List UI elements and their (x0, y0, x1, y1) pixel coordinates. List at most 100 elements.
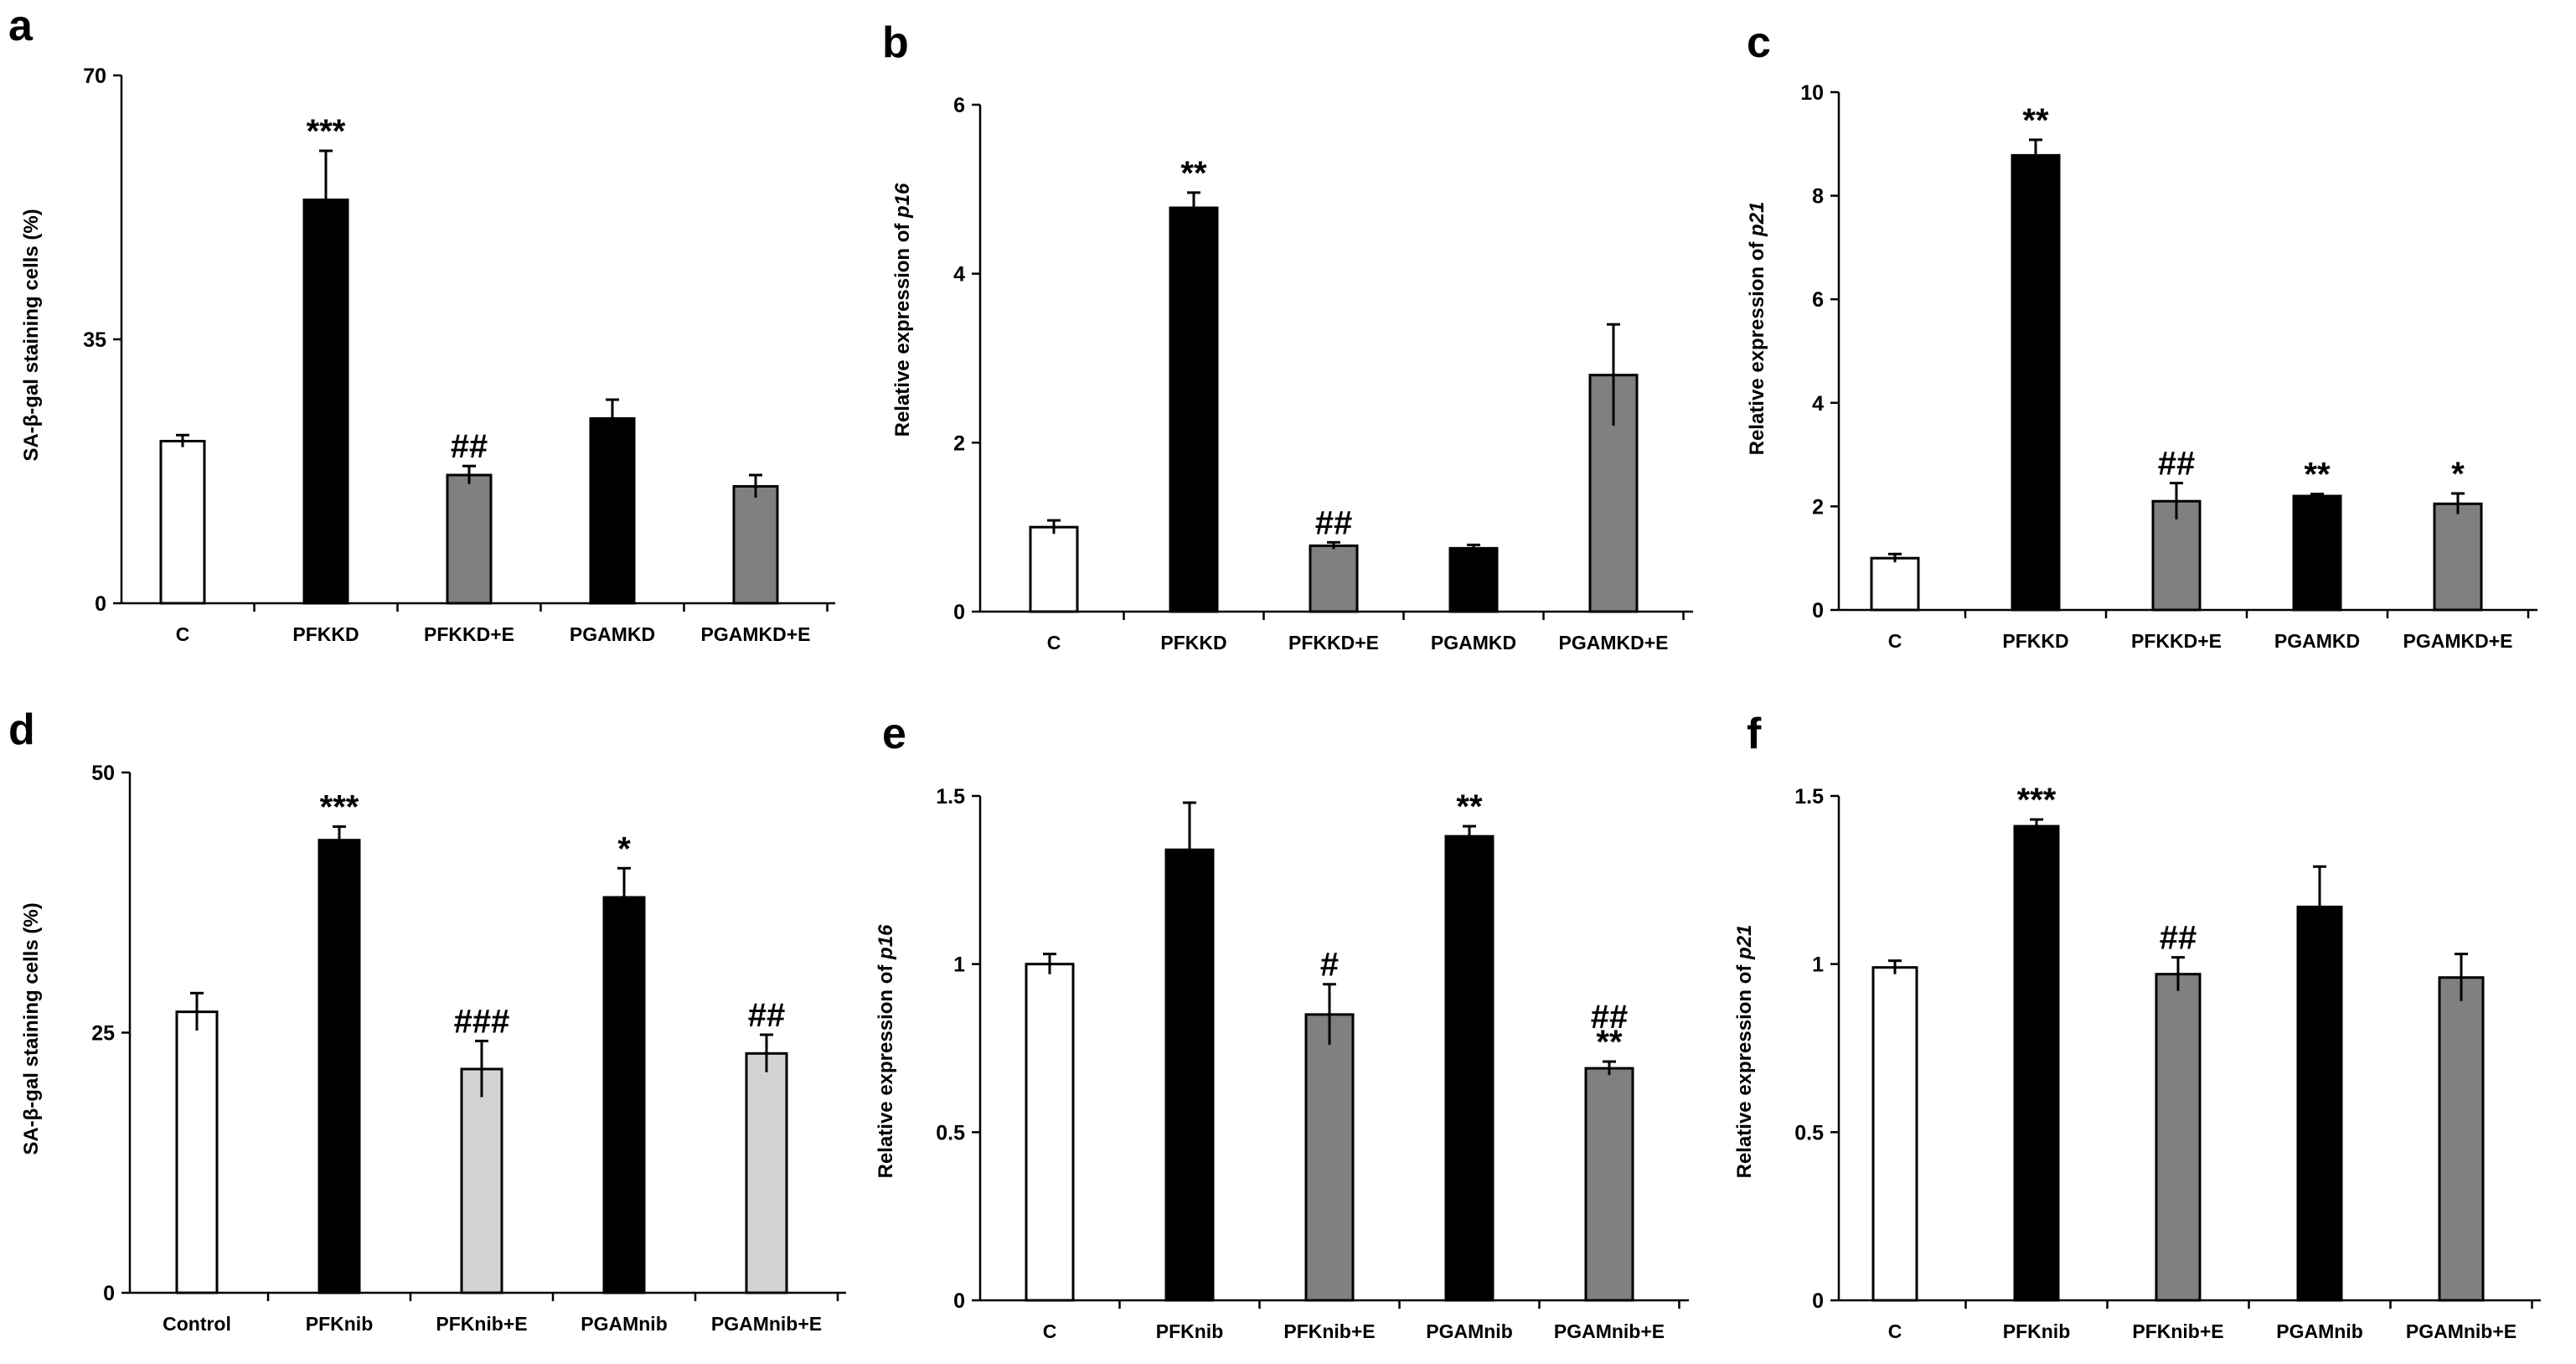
y-tick-label-f: 1 (1812, 953, 1824, 977)
y-axis-title-b-gene: p16 (891, 183, 914, 219)
category-label-c-5: PGAMKD+E (2403, 630, 2513, 652)
bar-a-1 (159, 440, 206, 605)
category-label-e-1: C (1043, 1320, 1057, 1342)
y-axis-title-b-text: Relative expression of (891, 218, 914, 437)
bar-f-5 (2438, 976, 2485, 1302)
bar-c-5 (2433, 502, 2483, 612)
bar-a-2 (302, 199, 349, 605)
category-label-f-1: C (1888, 1320, 1902, 1342)
y-tick-label-b: 4 (953, 263, 965, 287)
y-axis-title-f-text: Relative expression of (1733, 959, 1756, 1178)
bar-c-1 (1870, 556, 1920, 612)
bar-c-4 (2292, 494, 2342, 612)
category-label-b-3: PFKKD+E (1288, 632, 1379, 654)
y-tick-label-a: 0 (95, 592, 106, 616)
panel-label-c: c (1747, 18, 1771, 67)
y-axis-title-e-text: Relative expression of (875, 959, 897, 1178)
bar-e-1 (1025, 963, 1075, 1302)
significance-a-2: *** (307, 113, 346, 150)
panel-label-f: f (1747, 710, 1762, 758)
bar-d-2 (317, 839, 361, 1294)
bar-f-2 (2013, 824, 2060, 1302)
category-label-c-2: PFKKD (2002, 630, 2068, 652)
y-tick-label-c: 4 (1812, 392, 1824, 416)
significance-d-4: * (617, 830, 631, 867)
category-label-b-1: C (1047, 632, 1061, 654)
bar-b-3 (1309, 544, 1359, 613)
bar-f-1 (1871, 966, 1918, 1302)
y-axis-title-e-gene: p16 (875, 924, 897, 960)
y-tick-label-c: 0 (1812, 599, 1824, 623)
y-tick-label-e: 1.5 (936, 785, 965, 809)
y-axis-title-c-text: Relative expression of (1746, 236, 1768, 455)
panel-f: f Relative expression of p21 0 0.5 1 1.5 C **… (1733, 710, 2541, 1342)
y-axis-title-b: Relative expression of p16 (891, 183, 914, 437)
bar-d-3 (460, 1067, 503, 1294)
y-tick-label-e: 1 (953, 953, 965, 977)
bar-d-1 (175, 1010, 219, 1294)
bar-a-3 (446, 473, 493, 605)
panel-e: e Relative expression of p16 0 0.5 1 1.5 C PF… (875, 710, 1689, 1342)
category-label-e-2: PFKnib (1156, 1320, 1224, 1342)
significance-f-2: *** (2017, 782, 2057, 819)
significance-c-5: * (2451, 456, 2465, 493)
bar-b-1 (1029, 525, 1079, 613)
category-label-c-1: C (1888, 630, 1902, 652)
category-label-d-4: PGAMnib (581, 1313, 668, 1335)
category-label-a-4: PGAMKD (570, 623, 655, 645)
significance-c-3: ## (2158, 446, 2196, 483)
y-tick-label-d: 25 (91, 1022, 115, 1046)
category-label-a-2: PFKKD (292, 623, 359, 645)
panel-c: c Relative expression of p21 0 2 4 6 8 10 C ** P… (1746, 18, 2537, 652)
panel-d: d SA-β-gal staining cells (%) 0 25 50 Contr… (8, 705, 846, 1335)
y-tick-label-f: 0.5 (1794, 1121, 1824, 1144)
category-label-b-5: PGAMKD+E (1559, 632, 1669, 654)
bar-d-4 (602, 896, 646, 1294)
y-axis-title-e: Relative expression of p16 (875, 924, 897, 1178)
panel-label-e: e (882, 710, 906, 758)
bar-b-4 (1448, 546, 1499, 613)
bar-e-2 (1164, 848, 1215, 1302)
bar-a-4 (589, 417, 636, 605)
significance-e-5: ## ** (1591, 999, 1629, 1061)
category-label-d-2: PFKnib (306, 1313, 374, 1335)
y-tick-label-e: 0.5 (936, 1121, 965, 1144)
y-tick-label-e: 0 (953, 1289, 965, 1313)
y-tick-label-c: 8 (1812, 185, 1824, 209)
category-label-e-3: PFKnib+E (1283, 1320, 1375, 1342)
bar-d-5 (745, 1051, 788, 1294)
bar-e-5 (1584, 1067, 1634, 1302)
panel-label-a: a (8, 2, 34, 50)
y-tick-label-f: 0 (1812, 1289, 1824, 1313)
category-label-f-4: PGAMnib (2276, 1320, 2363, 1342)
significance-d-2: *** (320, 789, 359, 826)
category-label-a-1: C (176, 623, 190, 645)
significance-d-3: ### (454, 1003, 510, 1040)
category-label-f-2: PFKnib (2003, 1320, 2071, 1342)
y-axis-title-d: SA-β-gal staining cells (%) (20, 902, 43, 1155)
bar-e-3 (1304, 1013, 1355, 1302)
category-label-a-3: PFKKD+E (424, 623, 514, 645)
y-tick-label-a: 70 (83, 65, 106, 88)
y-tick-label-f: 1.5 (1794, 785, 1824, 809)
significance-d-5: ## (748, 997, 786, 1034)
significance-a-3: ## (451, 428, 488, 465)
category-label-b-4: PGAMKD (1431, 632, 1516, 654)
y-axis-title-a: SA-β-gal staining cells (%) (20, 209, 43, 461)
category-label-a-5: PGAMKD+E (701, 623, 811, 645)
significance-e-4: ** (1456, 788, 1483, 825)
bar-f-3 (2155, 973, 2202, 1302)
significance-e-3: # (1320, 947, 1339, 984)
y-tick-label-a: 35 (83, 328, 106, 352)
y-tick-label-b: 6 (953, 94, 965, 117)
category-label-c-4: PGAMKD (2274, 630, 2360, 652)
significance-b-3: ## (1315, 504, 1353, 541)
y-tick-label-c: 10 (1800, 81, 1824, 105)
y-axis-title-f: Relative expression of p21 (1733, 925, 1756, 1179)
bar-a-5 (732, 485, 779, 605)
y-tick-label-c: 6 (1812, 288, 1824, 312)
y-axis-title-c: Relative expression of p21 (1746, 202, 1768, 456)
significance-f-3: ## (2160, 920, 2197, 957)
panel-label-b: b (882, 18, 909, 67)
